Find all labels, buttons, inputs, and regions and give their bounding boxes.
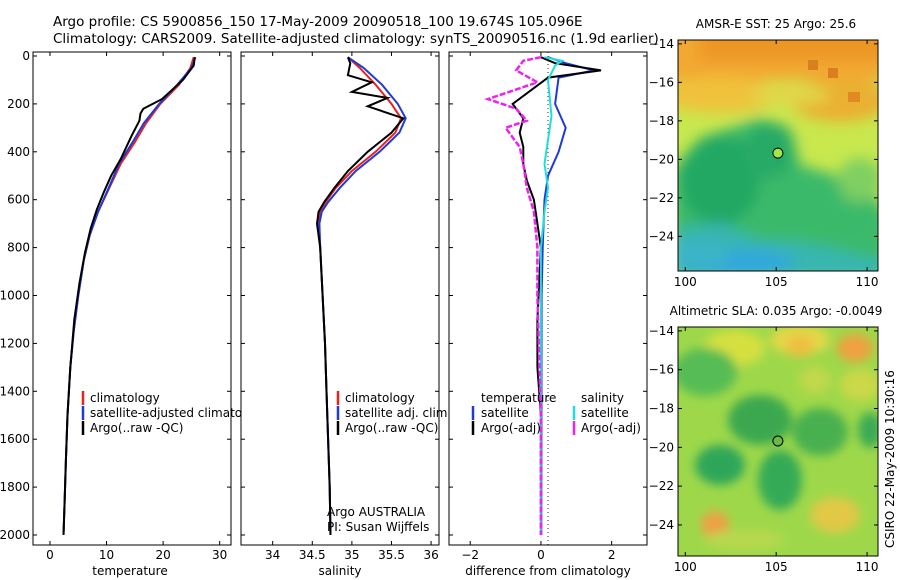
header-line-2: Climatology: CARS2009. Satellite-adjuste…: [53, 31, 659, 47]
salinity-panel: 34 34.5 35 35.5 36 salinity climatology sate…: [240, 51, 451, 578]
legend-label-satellite: satellite-adjusted climatology: [90, 406, 268, 420]
temperature-panel: 0 10 20 30 0 200 400 600 800 1000 1200 1400 1600 1800…: [0, 49, 268, 578]
sla-map-panel: Altimetric SLA: 0.035 Argo: -0.0049: [649, 304, 883, 574]
salinity-xlabel: salinity: [318, 564, 361, 578]
y-tick-label: 0: [22, 49, 30, 63]
x-tick-label: 36: [423, 548, 438, 562]
difference-ticks: −2 0 2: [449, 52, 647, 562]
x-tick-label: 30: [212, 548, 227, 562]
legend-label-sal-satellite: satellite: [581, 406, 629, 420]
difference-panel: −2 0 2 difference from climatology tempera…: [448, 51, 648, 578]
temperature-axes-box: [32, 51, 232, 546]
x-tick-label: 10: [99, 548, 114, 562]
y-tick-label: −24: [649, 518, 674, 532]
x-tick-label: 0: [46, 548, 54, 562]
y-tick-label: 1600: [0, 432, 30, 446]
argo-location-marker: [772, 147, 784, 159]
difference-xlabel: difference from climatology: [465, 564, 631, 578]
series-line: [62, 57, 196, 536]
y-tick-label: 2000: [0, 528, 30, 542]
y-tick-label: −14: [649, 324, 674, 338]
difference-axes-box: [448, 51, 648, 546]
sla-map-ticks: 100 105 110 −14 −16 −18 −20 −22 −24: [649, 324, 879, 574]
legend-label-argo: Argo(..raw -QC): [90, 421, 183, 435]
x-tick-label: 100: [674, 275, 697, 289]
x-tick-label: 110: [856, 275, 879, 289]
x-tick-label: 105: [765, 560, 788, 574]
temperature-series-group: [62, 56, 197, 536]
y-tick-label: 800: [7, 241, 30, 255]
legend-label-argo: Argo(..raw -QC): [345, 421, 438, 435]
legend-label-climatology: climatology: [90, 391, 160, 405]
legend-heading-temperature: temperature: [481, 391, 556, 405]
x-tick-label: 2: [608, 548, 616, 562]
creation-stamp: CSIRO 22-May-2009 10:30:16: [883, 370, 897, 548]
x-tick-label: −2: [461, 548, 479, 562]
legend-label-climatology: climatology: [345, 391, 415, 405]
sst-map-panel: AMSR-E SST: 25 Argo: 25.6: [649, 17, 879, 289]
salinity-ticks: 34 34.5 35 35.5 36: [241, 52, 439, 562]
y-tick-label: −16: [649, 363, 674, 377]
temperature-legend: climatology satellite-adjusted climatolo…: [81, 391, 268, 435]
y-tick-label: −18: [649, 114, 674, 128]
legend-label-temp-satellite: satellite: [481, 406, 529, 420]
y-tick-label: −22: [649, 191, 674, 205]
difference-series-group: [484, 55, 602, 536]
y-tick-label: 600: [7, 193, 30, 207]
x-tick-label: 100: [674, 560, 697, 574]
x-tick-label: 35.5: [378, 548, 405, 562]
x-tick-label: 110: [856, 560, 879, 574]
legend-heading-salinity: salinity: [581, 391, 624, 405]
sla-map-title: Altimetric SLA: 0.035 Argo: -0.0049: [670, 304, 883, 318]
y-tick-label: −20: [649, 440, 674, 454]
sst-map-frame: [677, 39, 879, 272]
x-tick-label: 20: [155, 548, 170, 562]
argo-location-marker: [772, 435, 784, 447]
y-tick-label: 1800: [0, 480, 30, 494]
y-tick-label: 1200: [0, 336, 30, 350]
temperature-ticks: 0 10 20 30 0 200 400 600 800 1000 1200 1400 1600 1800…: [0, 49, 231, 562]
series-line: [484, 55, 543, 535]
y-tick-label: 200: [7, 97, 30, 111]
legend-label-temp-argo: Argo(-adj): [481, 421, 541, 435]
y-tick-label: −18: [649, 402, 674, 416]
header-line-1: Argo profile: CS 5900856_150 17-May-2009…: [53, 14, 583, 30]
sst-map-ticks: 100 105 110 −14 −16 −18 −20 −22 −24: [649, 37, 879, 289]
y-tick-label: −24: [649, 229, 674, 243]
y-tick-label: 1400: [0, 384, 30, 398]
y-tick-label: −20: [649, 152, 674, 166]
y-tick-label: 400: [7, 145, 30, 159]
y-tick-label: −16: [649, 75, 674, 89]
x-tick-label: 34: [265, 548, 280, 562]
series-line: [539, 56, 565, 535]
x-tick-label: 34.5: [299, 548, 326, 562]
sst-map-title: AMSR-E SST: 25 Argo: 25.6: [696, 17, 856, 31]
x-tick-label: 35: [344, 548, 359, 562]
salinity-axes-box: [240, 51, 440, 546]
y-tick-label: −14: [649, 37, 674, 51]
legend-label-satellite: satellite adj. clim.: [345, 406, 451, 420]
x-tick-label: 105: [765, 275, 788, 289]
salinity-series-group: [315, 56, 407, 536]
sla-map-frame: [677, 326, 879, 557]
salinity-legend: climatology satellite adj. clim. Argo(..…: [327, 391, 451, 534]
x-tick-label: 0: [537, 548, 545, 562]
y-tick-label: −22: [649, 479, 674, 493]
annotation-pi: PI: Susan Wijffels: [327, 520, 429, 534]
difference-legend: temperature satellite Argo(-adj) salinit…: [471, 391, 641, 435]
legend-label-sal-argo: Argo(-adj): [581, 421, 641, 435]
sst-map-field: [678, 40, 878, 271]
temperature-xlabel: temperature: [92, 564, 167, 578]
y-tick-label: 1000: [0, 289, 30, 303]
annotation-program: Argo AUSTRALIA: [327, 505, 426, 519]
series-line: [315, 56, 406, 536]
